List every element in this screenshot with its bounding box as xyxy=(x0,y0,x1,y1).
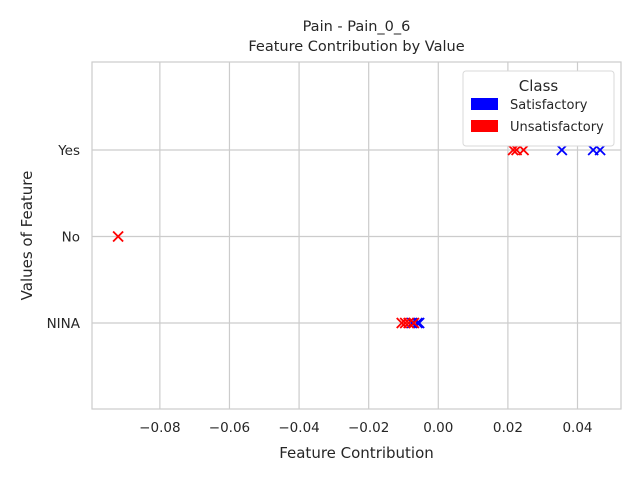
legend-swatch-satisfactory xyxy=(471,98,498,110)
plot-frame xyxy=(91,61,622,410)
data-point-unsatisfactory xyxy=(517,144,530,156)
chart-title: Pain - Pain_0_6 xyxy=(303,19,411,35)
data-point-satisfactory xyxy=(411,317,424,329)
chart-subtitle: Feature Contribution by Value xyxy=(248,39,464,55)
y-tick-labels: NINA No Yes xyxy=(47,143,81,332)
legend-box xyxy=(462,70,615,147)
data-point-unsatisfactory xyxy=(112,230,124,243)
legend-label-satisfactory: Satisfactory xyxy=(510,98,588,113)
x-tick-label: −0.04 xyxy=(278,420,319,436)
y-axis-label: Values of Feature xyxy=(18,171,36,301)
x-tick-label: 0.00 xyxy=(423,420,453,436)
grid-lines xyxy=(92,62,621,409)
x-axis-label: Feature Contribution xyxy=(279,444,434,462)
data-point-unsatisfactory xyxy=(408,317,420,329)
y-tick-label: No xyxy=(62,230,80,246)
x-tick-labels: −0.08 −0.06 −0.04 −0.02 0.00 0.02 0.04 xyxy=(139,420,592,436)
data-point-unsatisfactory xyxy=(507,144,519,156)
legend-label-unsatisfactory: Unsatisfactory xyxy=(510,120,604,135)
y-tick-label: NINA xyxy=(47,316,81,332)
data-point-satisfactory xyxy=(556,144,568,156)
data-points xyxy=(112,144,606,329)
legend: Class Satisfactory Unsatisfactory xyxy=(462,70,615,147)
x-tick-label: −0.02 xyxy=(348,420,389,436)
data-point-unsatisfactory xyxy=(399,317,411,329)
data-point-satisfactory xyxy=(413,317,425,329)
legend-title: Class xyxy=(519,77,559,95)
data-point-unsatisfactory xyxy=(403,317,415,329)
data-point-satisfactory xyxy=(594,144,606,156)
x-tick-label: −0.06 xyxy=(209,420,250,436)
legend-swatch-unsatisfactory xyxy=(471,120,498,132)
x-tick-label: 0.02 xyxy=(493,420,523,436)
x-tick-label: 0.04 xyxy=(562,420,592,436)
y-tick-label: Yes xyxy=(57,143,80,159)
x-tick-label: −0.08 xyxy=(139,420,180,436)
